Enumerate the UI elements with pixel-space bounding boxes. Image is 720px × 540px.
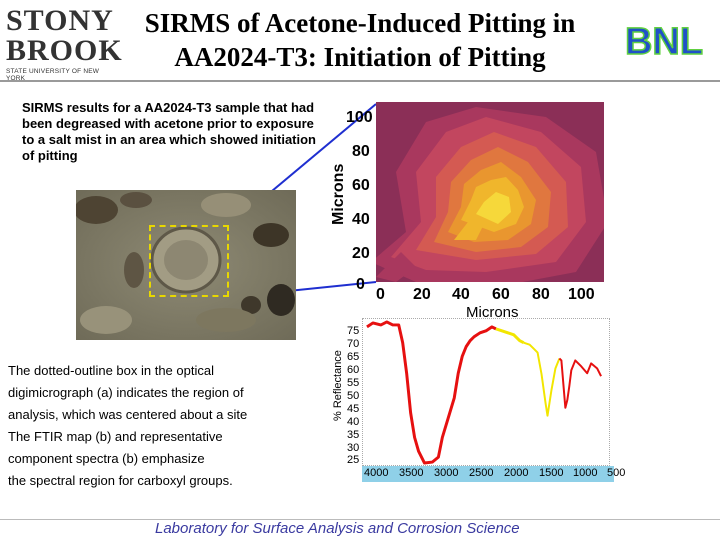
footer-divider [0, 519, 720, 520]
contour-level-6b [454, 222, 484, 240]
spectrum-y-axis-label: % Reflectance [332, 350, 344, 421]
logo-subtitle: STATE UNIVERSITY OF NEW YORK [6, 68, 100, 82]
logo-word-brook: BROOK [6, 34, 123, 67]
map-x-tick: 100 [568, 286, 595, 303]
spectrum-x-tick: 1000 [573, 467, 598, 479]
map-x-axis-label: Microns [466, 304, 519, 321]
spectrum-y-tick: 65 [347, 351, 360, 363]
spectrum-x-tick: 4000 [364, 467, 389, 479]
spectrum-y-tick: 50 [347, 390, 360, 402]
stony-brook-logo: STONY BROOK STATE UNIVERSITY OF NEW YORK [6, 4, 123, 83]
description-top: SIRMS results for a AA2024-T3 sample tha… [22, 100, 316, 163]
description-line: component spectra (b) emphasize [8, 451, 205, 466]
map-x-tick: 80 [532, 286, 550, 303]
spectrum-yellow-segment-2 [523, 341, 561, 417]
map-y-tick: 20 [352, 245, 370, 262]
contour-edge [376, 252, 416, 282]
map-y-tick: 40 [352, 211, 370, 228]
spectrum-y-tick: 60 [347, 364, 360, 376]
spectrum-x-tick: 1500 [539, 467, 564, 479]
map-y-tick: 80 [352, 143, 370, 160]
spectrum-y-tick: 45 [347, 403, 360, 415]
spectrum-y-tick: 70 [347, 338, 360, 350]
contour-level-7 [476, 192, 511, 224]
footer-text: Laboratory for Surface Analysis and Corr… [155, 520, 520, 537]
optical-micrograph [76, 190, 296, 340]
map-y-tick: 100 [346, 109, 373, 126]
description-line: The FTIR map (b) and representative [8, 429, 223, 444]
spectrum-y-tick: 30 [347, 442, 360, 454]
spectrum-y-tick: 75 [347, 325, 360, 337]
bnl-logo: BNL [612, 16, 716, 62]
bnl-logo-text: BNL [625, 21, 703, 62]
spectrum-x-tick: 3000 [434, 467, 459, 479]
map-y-tick: 60 [352, 177, 370, 194]
title-line-2: AA2024-T3: Initiation of Pitting [174, 42, 546, 72]
header-divider [0, 80, 720, 82]
description-line: The dotted-outline box in the optical [8, 363, 214, 378]
spectrum-x-tick: 2000 [504, 467, 529, 479]
spectrum-red-segment-2 [558, 357, 602, 409]
spectrum-y-tick: 55 [347, 377, 360, 389]
spectrum-x-tick: 2500 [469, 467, 494, 479]
analysis-region-box [149, 225, 229, 297]
spectrum-y-tick: 25 [347, 454, 360, 466]
map-x-tick: 0 [376, 286, 385, 303]
spectrum-x-tick: 3500 [399, 467, 424, 479]
spectrum-red-segment-1 [366, 320, 497, 465]
description-line: the spectral region for carboxyl groups. [8, 473, 233, 488]
spectrum-x-axis-band [362, 466, 614, 482]
map-x-tick: 60 [492, 286, 510, 303]
spectrum-x-tick: 500 [607, 467, 626, 479]
spectrum-yellow-segment-1 [495, 327, 525, 344]
slide-title: SIRMS of Acetone-Induced Pitting in AA20… [110, 6, 610, 74]
description-bottom: The dotted-outline box in the optical di… [8, 360, 298, 492]
description-line: analysis, which was centered about a sit… [8, 407, 248, 422]
title-line-1: SIRMS of Acetone-Induced Pitting in [144, 8, 576, 38]
logo-word-stony: STONY [6, 4, 114, 37]
description-line: digimicrograph (a) indicates the region … [8, 385, 244, 400]
map-y-axis-label: Microns [330, 163, 347, 225]
map-y-tick: 0 [356, 276, 365, 293]
map-x-tick: 20 [413, 286, 431, 303]
spectrum-y-tick: 35 [347, 429, 360, 441]
ftir-contour-map [376, 102, 604, 282]
spectrum-y-tick: 40 [347, 416, 360, 428]
reflectance-spectrum [362, 318, 610, 466]
map-x-tick: 40 [452, 286, 470, 303]
